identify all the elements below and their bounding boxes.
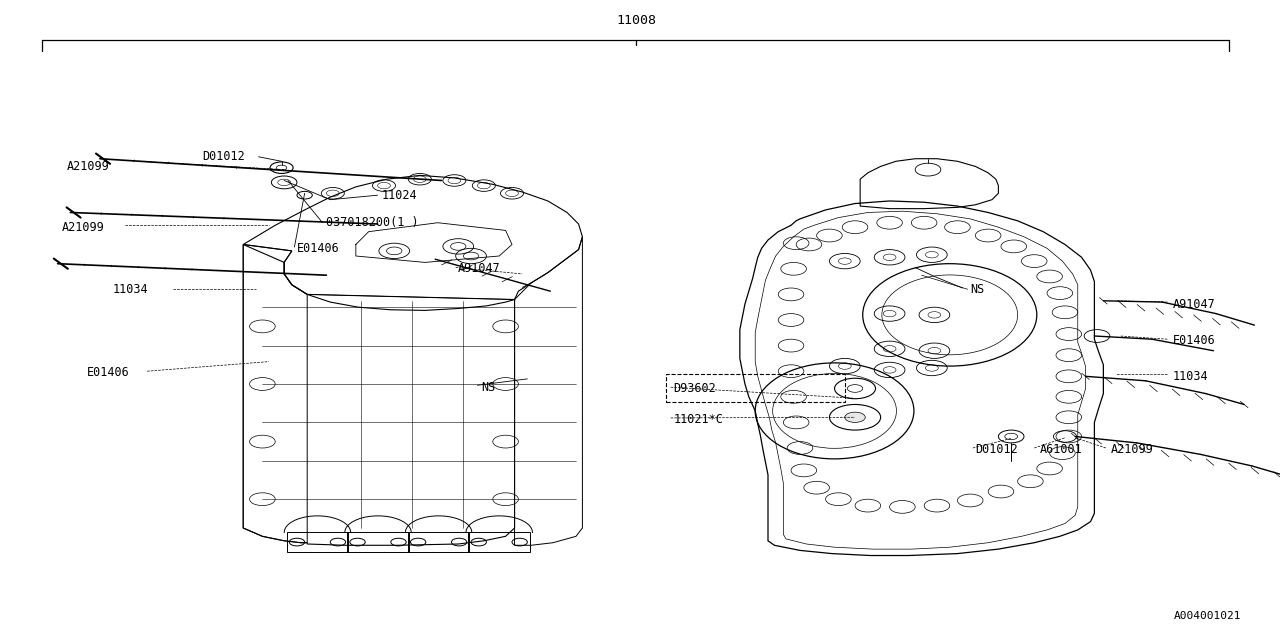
Text: E01406: E01406 xyxy=(87,366,129,379)
Text: NS: NS xyxy=(481,381,495,394)
Text: A21099: A21099 xyxy=(67,160,109,173)
Circle shape xyxy=(845,412,865,422)
Text: 037018200(1 ): 037018200(1 ) xyxy=(326,216,419,229)
Text: 11024: 11024 xyxy=(381,189,417,202)
Text: 11008: 11008 xyxy=(616,14,657,27)
Text: E01406: E01406 xyxy=(297,242,339,255)
Text: D01012: D01012 xyxy=(975,443,1018,456)
Text: A004001021: A004001021 xyxy=(1174,611,1242,621)
Text: E01406: E01406 xyxy=(1172,334,1215,347)
Text: A21099: A21099 xyxy=(61,221,104,234)
Text: A61001: A61001 xyxy=(1039,443,1082,456)
Text: A91047: A91047 xyxy=(458,262,500,275)
Text: NS: NS xyxy=(970,283,984,296)
Bar xyxy=(666,374,845,402)
Text: 11021*C: 11021*C xyxy=(673,413,723,426)
Bar xyxy=(347,532,408,552)
Text: A21099: A21099 xyxy=(1111,443,1153,456)
Text: 11034: 11034 xyxy=(113,283,148,296)
Text: D01012: D01012 xyxy=(202,150,244,163)
Bar xyxy=(468,532,530,552)
Bar xyxy=(408,532,470,552)
Text: D93602: D93602 xyxy=(673,382,716,395)
Text: A91047: A91047 xyxy=(1172,298,1215,310)
Text: 11034: 11034 xyxy=(1172,370,1208,383)
Bar xyxy=(287,532,348,552)
